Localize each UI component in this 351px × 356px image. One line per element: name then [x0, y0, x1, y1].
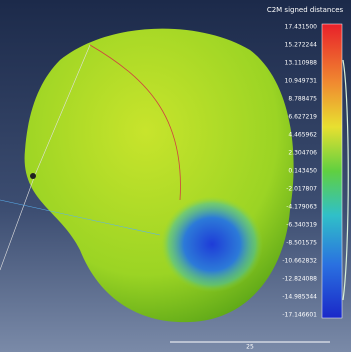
- colorbar-label: 13.110988: [285, 60, 318, 67]
- colorbar-label: -12.824088: [282, 276, 317, 283]
- viewport: C2M signed distances 17.431500 15.272244 1…: [0, 0, 351, 352]
- colorbar-label: 8.788475: [288, 96, 317, 103]
- colorbar-label: -2.017807: [286, 186, 317, 193]
- colorbar-label: -14.985344: [282, 294, 317, 301]
- colorbar-label: 15.272244: [285, 42, 318, 49]
- pivot: [30, 173, 36, 179]
- colorbar-label: 2.304706: [288, 150, 317, 157]
- colorbar-label: 17.431500: [285, 24, 318, 31]
- colorbar-label: 4.465962: [288, 132, 317, 139]
- colorbar-label: -8.501575: [286, 240, 317, 247]
- mesh-deviation: [110, 145, 280, 305]
- scale-label: 25: [246, 344, 254, 351]
- colorbar-label: -6.340319: [286, 222, 317, 229]
- colorbar-label: 6.627219: [288, 114, 317, 121]
- colorbar-label: -10.662832: [282, 258, 317, 265]
- colorbar-label: 10.949731: [285, 78, 318, 85]
- colorbar-title: C2M signed distances: [267, 6, 344, 14]
- colorbar-label: -17.146601: [282, 312, 317, 319]
- colorbar: [322, 24, 342, 318]
- colorbar-label: -4.179063: [286, 204, 317, 211]
- colorbar-label: 0.143450: [288, 168, 317, 175]
